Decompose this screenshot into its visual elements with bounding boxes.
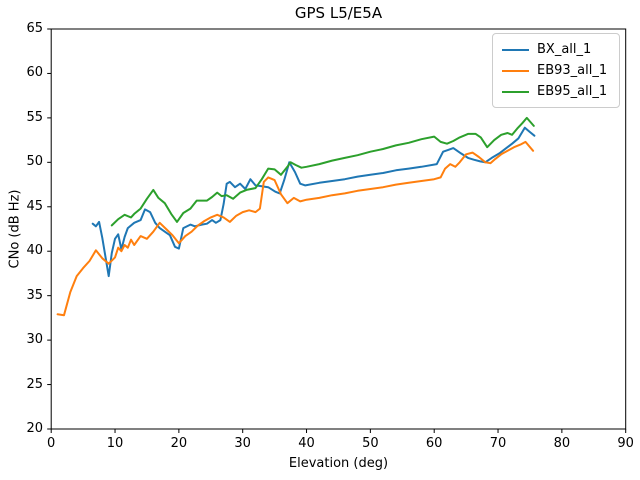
y-tick-label: 50 (26, 154, 43, 170)
legend-line-swatch (502, 69, 529, 72)
legend-item: EB95_all_1 (502, 83, 610, 100)
x-tick-label: 40 (298, 436, 315, 451)
x-tick-label: 50 (362, 436, 379, 451)
legend-label: EB95_all_1 (537, 84, 608, 99)
y-axis-label: CNo (dB Hz) (7, 189, 23, 269)
x-tick-label: 0 (47, 436, 56, 451)
legend: BX_all_1 EB93_all_1 EB95_all_1 (492, 33, 620, 108)
y-tick-label: 65 (26, 21, 43, 36)
y-tick-label: 55 (26, 109, 43, 125)
y-tick-label: 40 (26, 243, 43, 259)
y-tick-label: 25 (26, 376, 43, 392)
legend-item: BX_all_1 (502, 41, 610, 58)
legend-line-swatch (502, 90, 529, 93)
x-tick-label: 80 (553, 436, 571, 451)
legend-label: EB93_all_1 (537, 63, 608, 78)
y-tick-label: 35 (26, 287, 43, 303)
chart-title: GPS L5/E5A (294, 4, 383, 22)
legend-label: BX_all_1 (537, 42, 592, 57)
x-tick-label: 30 (234, 436, 251, 451)
series-line-EB95_all_1 (110, 116, 535, 227)
y-tick-label: 30 (26, 332, 43, 348)
y-tick-label: 60 (26, 65, 43, 81)
x-tick-label: 90 (617, 436, 634, 451)
x-tick-label: 20 (170, 436, 188, 451)
x-axis-label: Elevation (deg) (288, 456, 389, 471)
plot-spines (50, 28, 627, 430)
series-line-EB93_all_1 (56, 140, 535, 317)
y-tick-label: 45 (26, 198, 43, 214)
x-tick-label: 60 (425, 436, 443, 451)
x-tick-label: 70 (489, 436, 507, 451)
series-line-BX_all_1 (91, 126, 536, 278)
y-tick-label: 20 (26, 421, 43, 436)
legend-line-swatch (502, 48, 529, 51)
x-tick-label: 10 (106, 436, 124, 451)
legend-item: EB93_all_1 (502, 62, 610, 79)
